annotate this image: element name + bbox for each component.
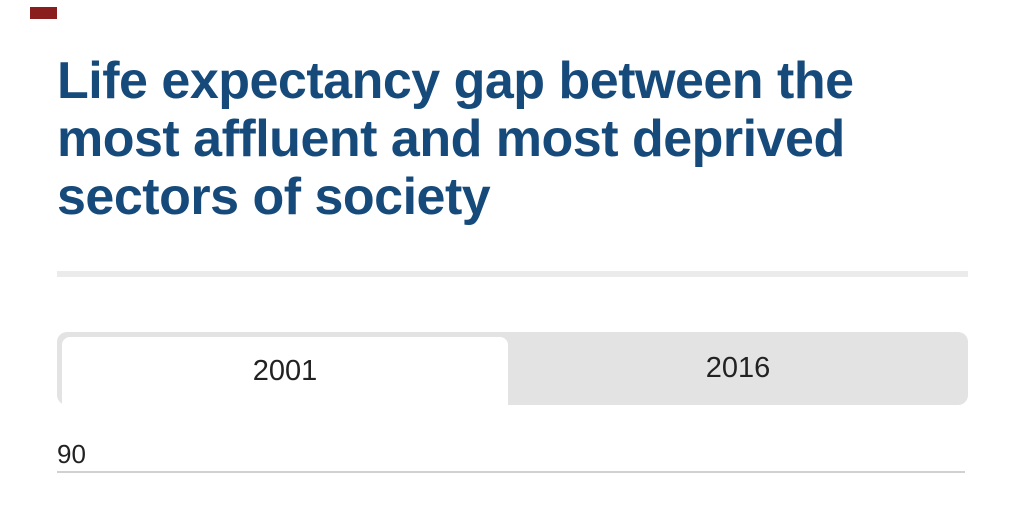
tab-2001-label: 2001 [252, 354, 318, 387]
tab-bar: 2016 2001 [57, 332, 968, 405]
title-line-3: sectors of society [57, 168, 491, 226]
title-line-1: Life expectancy gap between the [57, 52, 854, 110]
tab-2016-label: 2016 [705, 352, 771, 384]
tab-2001[interactable]: 2001 [62, 337, 508, 405]
title-divider [57, 271, 968, 277]
y-axis-gridline [57, 471, 965, 473]
y-axis-tick-90: 90 [57, 439, 86, 469]
red-mark [30, 7, 57, 19]
page-title: Life expectancy gap between the most aff… [57, 52, 957, 226]
tab-2016[interactable]: 2016 [508, 332, 968, 405]
title-line-2: most affluent and most deprived [57, 110, 845, 168]
